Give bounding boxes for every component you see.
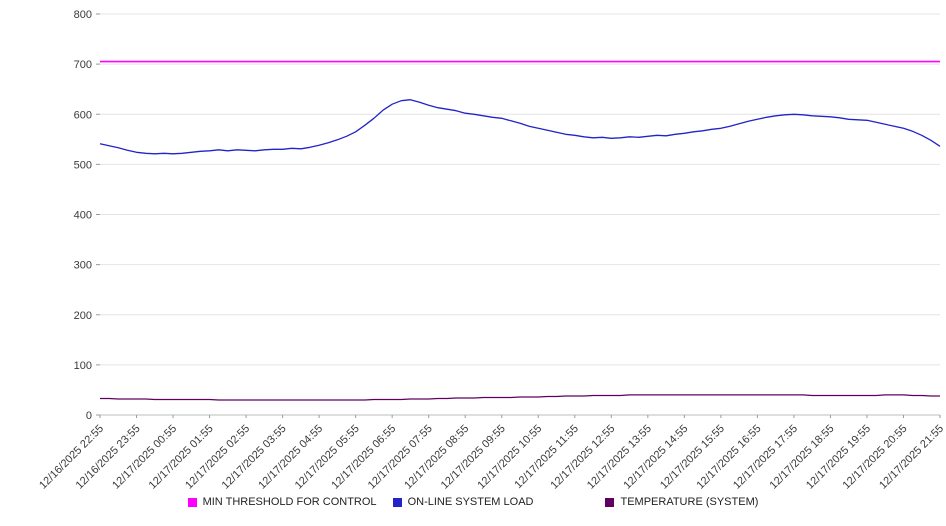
x-tick-label: 12/17/2025 17:55 [731, 423, 800, 492]
x-tick-label: 12/17/2025 07:55 [366, 423, 435, 492]
x-tick-label: 12/16/2025 22:55 [37, 423, 106, 492]
x-tick-label: 12/17/2025 00:55 [110, 423, 179, 492]
chart-svg: 0 100 200 300 400 500 600 700 800 12/16/2025 22:5… [37, 9, 946, 492]
legend-item-system-load: ON-LINE SYSTEM LOAD [392, 496, 534, 508]
legend-swatch-min-threshold-icon [187, 497, 197, 507]
x-tick-label: 12/17/2025 19:55 [804, 423, 873, 492]
legend-label-system-load: ON-LINE SYSTEM LOAD [407, 496, 534, 508]
series-line-1 [99, 99, 941, 155]
x-tick-label: 12/17/2025 11:55 [512, 423, 580, 491]
legend-label-temperature: TEMPERATURE (SYSTEM) [620, 496, 759, 508]
x-tick-label: 12/17/2025 10:55 [475, 423, 544, 492]
legend-item-min-threshold: MIN THRESHOLD FOR CONTROL [187, 496, 377, 508]
x-tick-label: 12/17/2025 18:55 [768, 423, 837, 492]
chart-legend: MIN THRESHOLD FOR CONTROL ON-LINE SYSTEM… [0, 496, 946, 508]
y-tick-label: 200 [74, 310, 92, 322]
x-tick-label: 12/17/2025 16:55 [694, 423, 763, 492]
x-tick-label: 12/17/2025 04:55 [256, 423, 325, 492]
series-line-2 [100, 394, 940, 401]
x-tick-label: 12/17/2025 15:55 [658, 423, 727, 492]
legend-label-min-threshold: MIN THRESHOLD FOR CONTROL [202, 496, 377, 508]
y-tick-label: 100 [74, 360, 92, 372]
x-tick-label: 12/17/2025 14:55 [621, 423, 690, 492]
x-tick-label: 12/17/2025 09:55 [439, 423, 508, 492]
x-tick-label: 12/17/2025 03:55 [220, 423, 289, 492]
x-tick-label: 12/17/2025 12:55 [548, 423, 617, 492]
y-tick-label: 600 [74, 109, 92, 121]
y-tick-label: 300 [74, 260, 92, 272]
x-tick-label: 12/17/2025 02:55 [183, 423, 252, 492]
x-tick-label: 12/17/2025 20:55 [841, 423, 910, 492]
x-tick-label: 12/17/2025 13:55 [585, 423, 654, 492]
x-tick-label: 12/17/2025 21:55 [877, 423, 946, 492]
x-tick-label: 12/17/2025 08:55 [402, 423, 471, 492]
y-tick-label: 400 [74, 210, 92, 222]
legend-item-temperature: TEMPERATURE (SYSTEM) [605, 496, 758, 508]
x-tick-label: 12/17/2025 06:55 [329, 423, 398, 492]
y-tick-label: 800 [74, 9, 92, 21]
x-tick-label: 12/16/2025 23:55 [74, 423, 143, 492]
y-tick-label: 0 [86, 410, 92, 422]
x-tick-label: 12/17/2025 01:55 [147, 423, 216, 492]
legend-swatch-temperature-icon [605, 497, 615, 507]
y-tick-label: 700 [74, 59, 92, 71]
legend-swatch-system-load-icon [392, 497, 402, 507]
y-tick-label: 500 [74, 159, 92, 171]
x-tick-label: 12/17/2025 05:55 [293, 423, 362, 492]
